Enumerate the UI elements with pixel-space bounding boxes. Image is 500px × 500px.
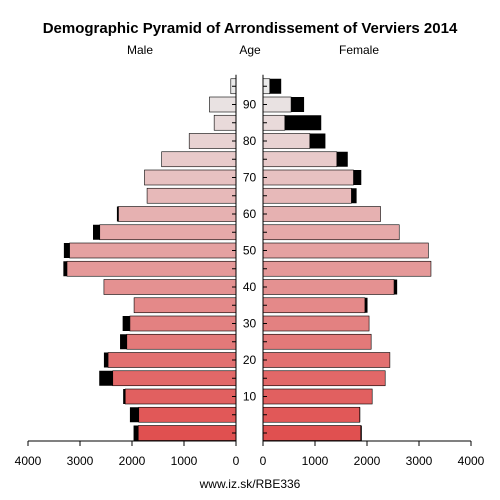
female-bar xyxy=(262,297,366,314)
male-extra-bar xyxy=(93,224,100,240)
female-extra-bar xyxy=(353,170,362,185)
age-tick-label: 70 xyxy=(243,171,257,185)
male-x-tick-label: 2000 xyxy=(119,454,146,468)
male-bar xyxy=(138,406,237,423)
male-bar xyxy=(112,370,237,387)
male-bar xyxy=(137,425,237,441)
male-extra-bar xyxy=(63,261,67,277)
male-bar xyxy=(107,352,237,368)
female-bar xyxy=(262,206,381,222)
female-label: Female xyxy=(339,43,379,57)
axes-group: 0 0 1000 1000 2000 2000 3000 3000 4000 4000 10 20 30… xyxy=(15,74,485,468)
male-bar xyxy=(118,206,237,222)
age-tick-label: 20 xyxy=(243,353,257,367)
female-bar xyxy=(262,96,292,113)
female-x-tick-label: 1000 xyxy=(302,454,329,468)
female-bar xyxy=(262,133,311,149)
male-extra-bar xyxy=(123,389,126,404)
female-extra-bar xyxy=(364,297,368,313)
male-extra-bar xyxy=(103,352,109,368)
female-bar xyxy=(262,260,432,277)
male-bar xyxy=(188,133,237,149)
female-bar xyxy=(262,169,354,186)
male-extra-bar xyxy=(99,370,113,386)
male-bar xyxy=(99,224,237,241)
female-bar xyxy=(262,242,429,259)
male-bar xyxy=(126,333,237,350)
bars-group xyxy=(63,78,432,441)
female-extra-bar xyxy=(351,188,357,204)
female-bar xyxy=(262,425,362,441)
female-extra-bar xyxy=(284,115,322,131)
female-bar xyxy=(262,388,373,405)
male-extra-bar xyxy=(116,206,119,222)
female-extra-bar xyxy=(269,78,282,94)
male-bar xyxy=(103,279,237,295)
age-tick-label: 80 xyxy=(243,134,257,148)
female-bar xyxy=(262,352,391,368)
footer-link[interactable]: www.iz.sk/RBE336 xyxy=(199,477,301,491)
male-x-tick-label: 4000 xyxy=(15,454,42,468)
age-tick-label: 10 xyxy=(243,390,257,404)
male-x-tick-label: 1000 xyxy=(171,454,198,468)
female-bar xyxy=(262,187,352,204)
male-bar xyxy=(146,187,237,204)
age-label: Age xyxy=(239,43,261,57)
female-bar xyxy=(262,370,386,387)
female-bar xyxy=(262,224,400,241)
age-tick-label: 90 xyxy=(243,98,257,112)
male-extra-bar xyxy=(129,407,139,423)
female-x-tick-label: 4000 xyxy=(458,454,485,468)
male-x-tick-label: 3000 xyxy=(67,454,94,468)
male-extra-bar xyxy=(133,425,139,441)
male-extra-bar xyxy=(122,316,130,331)
female-x-tick-label: 2000 xyxy=(354,454,381,468)
male-extra-bar xyxy=(120,334,127,350)
male-bar xyxy=(66,260,237,277)
male-bar xyxy=(69,242,237,259)
male-bar xyxy=(144,169,237,186)
female-bar xyxy=(262,279,395,295)
female-x-tick-label: 0 xyxy=(260,454,267,468)
female-extra-bar xyxy=(394,279,398,295)
male-label: Male xyxy=(127,43,153,57)
female-extra-bar xyxy=(291,97,305,112)
male-bar xyxy=(133,297,237,314)
age-tick-label: 40 xyxy=(243,280,257,294)
age-tick-label: 30 xyxy=(243,317,257,331)
female-extra-bar xyxy=(336,151,348,167)
female-bar xyxy=(262,333,372,350)
age-tick-label: 60 xyxy=(243,207,257,221)
female-x-tick-label: 3000 xyxy=(406,454,433,468)
female-extra-bar xyxy=(309,133,326,149)
female-bar xyxy=(262,315,370,332)
female-bar xyxy=(262,406,361,423)
male-bar xyxy=(161,151,237,168)
male-bar xyxy=(129,315,237,332)
male-x-tick-label: 0 xyxy=(233,454,240,468)
chart-title: Demographic Pyramid of Arrondissement of… xyxy=(43,20,458,37)
male-extra-bar xyxy=(63,243,70,258)
female-extra-bar xyxy=(360,425,362,441)
female-extra-bar xyxy=(359,407,361,423)
female-bar xyxy=(262,151,338,168)
male-bar xyxy=(124,388,237,405)
age-tick-label: 50 xyxy=(243,244,257,258)
